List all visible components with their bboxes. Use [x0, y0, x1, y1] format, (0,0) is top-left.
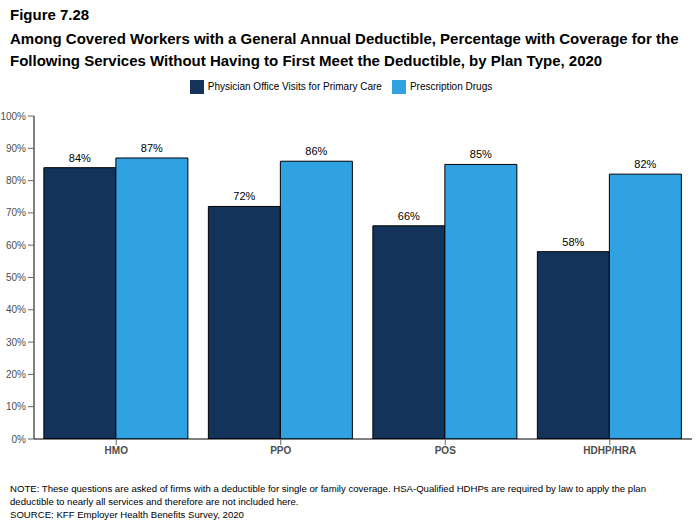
svg-text:30%: 30% — [8, 337, 26, 348]
html-text:Figure 7.28: Figure 7.28 — [10, 6, 90, 23]
svg-text:10%: 10% — [8, 401, 26, 412]
svg-text:40%: 40% — [8, 304, 26, 315]
html-text:NOTE: These questions are aske: NOTE: These questions are asked of firms… — [10, 483, 646, 507]
svg-text:84%: 84% — [69, 152, 91, 164]
svg-text:60%: 60% — [8, 240, 26, 251]
svg-text:66%: 66% — [398, 210, 420, 222]
html-text:Prescription Drugs: Prescription Drugs — [409, 80, 493, 92]
svg-text:HDHP/HRA: HDHP/HRA — [583, 445, 636, 456]
svg-text:82%: 82% — [634, 158, 656, 170]
svg-text:58%: 58% — [562, 236, 584, 248]
svg-text:50%: 50% — [8, 272, 26, 283]
svg-text:80%: 80% — [8, 175, 26, 186]
svg-text:HMO: HMO — [105, 445, 129, 456]
html-text:SOURCE: KFF Employer Health Be: SOURCE: KFF Employer Health Benefits Sur… — [10, 509, 244, 520]
svg-text:87%: 87% — [141, 142, 163, 154]
svg-text:0%: 0% — [12, 434, 27, 445]
svg-text:100%: 100% — [8, 111, 26, 122]
svg-text:72%: 72% — [233, 190, 255, 202]
html-text:Among Covered Workers with a G: Among Covered Workers with a General Ann… — [10, 30, 679, 69]
html-text:Physician Office Visits for Pr: Physician Office Visits for Primary Care — [207, 80, 382, 92]
svg-text:85%: 85% — [470, 148, 492, 160]
svg-text:POS: POS — [435, 445, 456, 456]
svg-text:70%: 70% — [8, 207, 26, 218]
svg-text:86%: 86% — [305, 145, 327, 157]
svg-text:20%: 20% — [8, 369, 26, 380]
svg-text:90%: 90% — [8, 143, 26, 154]
svg-text:PPO: PPO — [270, 445, 291, 456]
